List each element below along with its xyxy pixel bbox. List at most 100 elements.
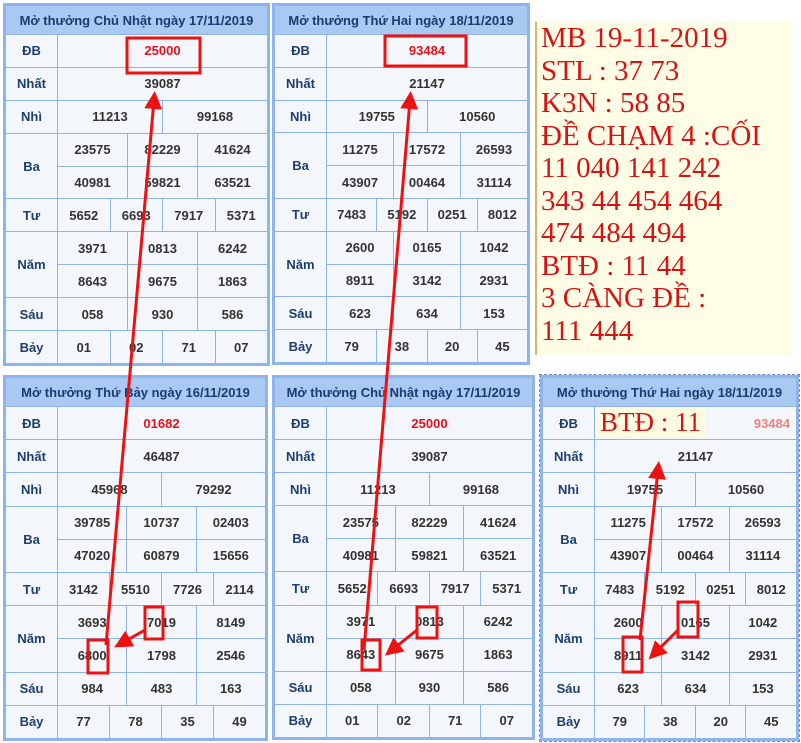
prize-ba-value: 17572 bbox=[661, 505, 730, 540]
prize-label-bay: Bảy bbox=[274, 703, 327, 739]
prize-nhat-value: 21147 bbox=[326, 66, 528, 101]
prize-sau-value: 163 bbox=[195, 671, 267, 706]
panel-line: STL : 37 73 bbox=[541, 54, 680, 87]
prize-nhat-value: 39087 bbox=[326, 439, 533, 474]
prize-tu-value: 5192 bbox=[644, 571, 696, 607]
prize-ba-value: 11275 bbox=[326, 132, 394, 167]
prize-label-nam: Năm bbox=[5, 231, 58, 299]
prize-label-tu: Tư bbox=[5, 571, 58, 607]
prize-tu-value: 7917 bbox=[162, 198, 216, 233]
panel-line: 11 040 141 242 bbox=[541, 152, 722, 184]
prize-nam-value: 1863 bbox=[463, 637, 533, 672]
prize-ba-value: 31114 bbox=[460, 165, 528, 199]
prize-db-value: 25000 bbox=[326, 405, 533, 441]
prize-label-nhat: Nhất bbox=[274, 66, 327, 101]
prize-label-db: ĐB bbox=[274, 405, 327, 441]
prize-tu-value: 8012 bbox=[745, 571, 797, 607]
prize-label-tu: Tư bbox=[274, 571, 327, 606]
prize-nam-value: 2931 bbox=[728, 638, 798, 673]
arrow bbox=[638, 461, 667, 641]
prize-ba-value: 10737 bbox=[126, 505, 197, 540]
prize-bay-value: 78 bbox=[108, 704, 162, 740]
highlight-box bbox=[86, 638, 110, 675]
prize-bay-value: 45 bbox=[476, 329, 529, 363]
prize-db-value: 25000 bbox=[57, 34, 268, 68]
prize-bay-value: 79 bbox=[593, 704, 646, 740]
prize-db-value: 01682 bbox=[57, 405, 266, 441]
highlight-box bbox=[143, 605, 165, 641]
result-table-sun-17-11-copy: Mở thưởng Chủ Nhật ngày 17/11/2019 ĐB 2500… bbox=[272, 375, 535, 740]
table-title: Mở thưởng Thứ Hai ngày 18/11/2019 bbox=[542, 377, 797, 407]
prize-ba-value: 63521 bbox=[463, 538, 533, 573]
prediction-panel: MB 19-11-2019 STL : 37 73 K3N : 58 85 ĐỀ CH… bbox=[535, 22, 792, 355]
highlight-box bbox=[360, 638, 382, 672]
prize-sau-value: 483 bbox=[126, 671, 197, 706]
arrow bbox=[104, 91, 163, 646]
prize-label-ba: Ba bbox=[5, 132, 58, 200]
prize-ba-value: 59821 bbox=[127, 165, 198, 200]
prize-tu-value: 3142 bbox=[57, 571, 110, 607]
prize-label-nhi: Nhì bbox=[274, 472, 327, 507]
prize-ba-value: 23575 bbox=[57, 132, 128, 167]
prize-nam-value: 8149 bbox=[195, 605, 267, 640]
panel-line: BTĐ : 11 44 bbox=[541, 249, 686, 282]
prize-nam-value: 8643 bbox=[57, 264, 128, 299]
panel-line: 111 444 bbox=[541, 314, 634, 347]
prize-label-db: ĐB bbox=[274, 34, 327, 68]
highlight-box bbox=[676, 600, 700, 639]
prize-bay-value: 71 bbox=[162, 330, 216, 364]
prize-nam-value: 2931 bbox=[460, 263, 528, 298]
prize-ba-value: 31114 bbox=[728, 538, 798, 573]
prize-label-bay: Bảy bbox=[5, 704, 58, 740]
table-title: Mở thưởng Thứ Hai ngày 18/11/2019 bbox=[274, 5, 528, 35]
prize-label-ba: Ba bbox=[5, 505, 58, 573]
prize-tu-value: 6693 bbox=[377, 571, 430, 606]
panel-line: ĐỀ CHẠM 4 :CỐI bbox=[541, 119, 761, 152]
prize-ba-value: 59821 bbox=[394, 538, 465, 573]
prize-bay-value: 77 bbox=[57, 704, 110, 740]
btd-overlay-text: BTĐ : 11 bbox=[596, 407, 705, 437]
prize-label-nam: Năm bbox=[274, 604, 327, 672]
prize-ba-value: 15656 bbox=[195, 538, 267, 573]
prize-nam-value: 0813 bbox=[127, 231, 198, 266]
prize-bay-value: 71 bbox=[428, 703, 482, 739]
prize-tu-value: 7483 bbox=[593, 571, 646, 607]
prize-label-nhat: Nhất bbox=[542, 439, 595, 474]
prize-tu-value: 5652 bbox=[57, 198, 111, 233]
prize-ba-value: 02403 bbox=[195, 505, 267, 540]
prize-label-sau: Sáu bbox=[5, 297, 58, 332]
highlight-box bbox=[621, 635, 644, 674]
prize-tu-value: 7917 bbox=[428, 571, 482, 606]
prize-bay-value: 01 bbox=[57, 330, 111, 364]
prize-label-nhat: Nhất bbox=[5, 439, 58, 474]
prize-ba-value: 26593 bbox=[728, 505, 798, 540]
prize-sau-value: 623 bbox=[326, 296, 394, 331]
panel-line: K3N : 58 85 bbox=[541, 87, 686, 119]
prize-bay-value: 20 bbox=[694, 704, 747, 740]
prize-nam-value: 2600 bbox=[326, 230, 394, 265]
prize-nhat-value: 46487 bbox=[57, 439, 266, 474]
prize-nam-value: 2546 bbox=[195, 638, 267, 673]
panel-line: 343 44 454 464 bbox=[541, 184, 723, 217]
prize-label-nhi: Nhì bbox=[542, 472, 595, 507]
arrow bbox=[114, 628, 146, 648]
highlight-box bbox=[415, 605, 439, 640]
prize-bay-value: 38 bbox=[644, 704, 696, 740]
prize-nam-value: 8911 bbox=[326, 263, 394, 298]
prize-sau-value: 586 bbox=[197, 297, 268, 332]
panel-line: 474 484 494 bbox=[541, 217, 686, 249]
prize-bay-value: 45 bbox=[745, 704, 797, 740]
prize-ba-value: 60879 bbox=[126, 538, 197, 573]
panel-line: MB 19-11-2019 bbox=[541, 22, 728, 54]
result-table-sat-16-11: Mở thưởng Thứ Bảy ngày 16/11/2019 ĐB 01682… bbox=[3, 375, 268, 741]
prize-bay-value: 02 bbox=[109, 330, 163, 364]
prize-nam-value: 6242 bbox=[463, 604, 533, 639]
prize-label-sau: Sáu bbox=[274, 296, 327, 331]
prize-sau-value: 153 bbox=[460, 296, 528, 331]
prize-label-nhat: Nhất bbox=[5, 66, 58, 101]
prize-nam-value: 1042 bbox=[728, 605, 798, 640]
prize-nhat-value: 21147 bbox=[594, 439, 797, 474]
prize-label-sau: Sáu bbox=[542, 671, 595, 706]
prize-bay-value: 07 bbox=[480, 703, 533, 739]
